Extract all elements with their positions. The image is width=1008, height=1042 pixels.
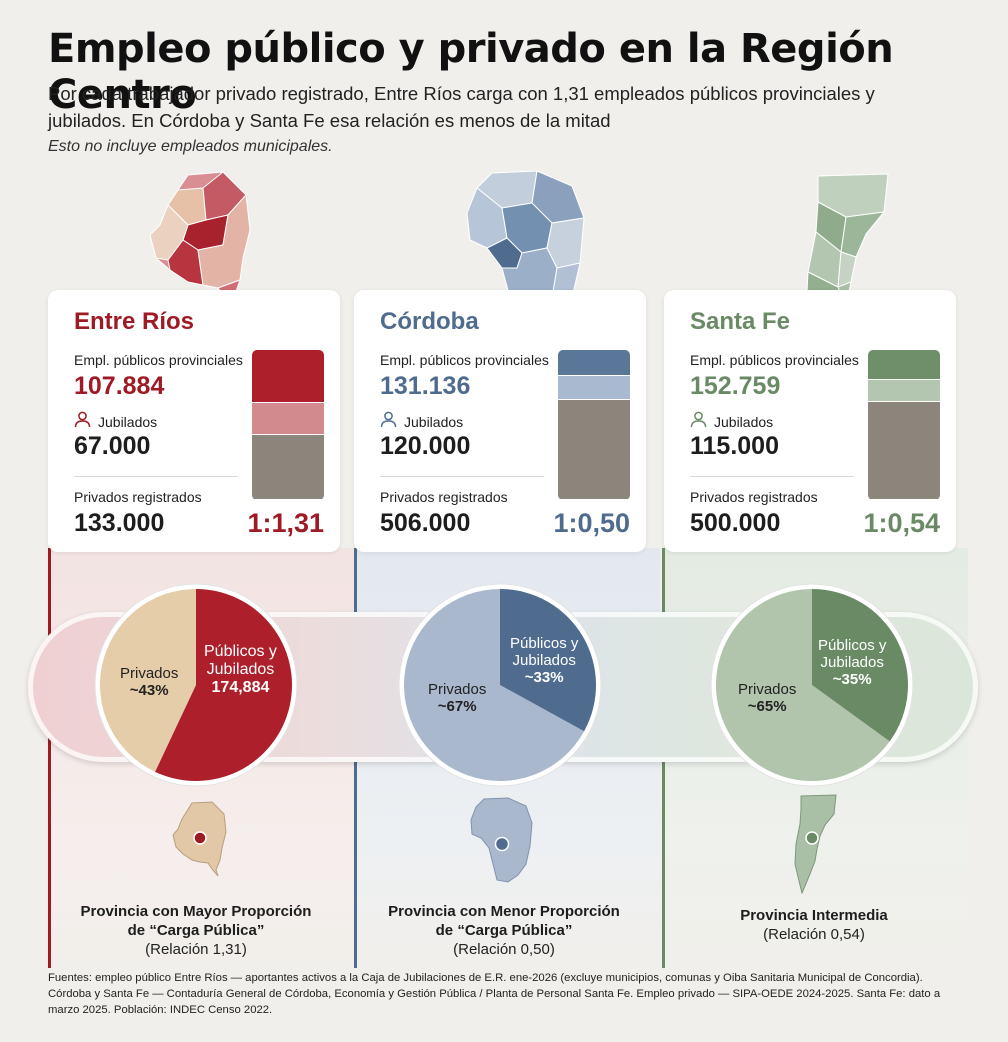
entre-rios-map — [149, 171, 251, 313]
pie-label-public: Públicos y Jubilados 174,884 — [204, 643, 277, 697]
retiree-icon — [74, 411, 91, 428]
bar-segment-privados — [252, 435, 324, 499]
cordoba-locator-map — [470, 797, 533, 883]
pie-slice-publicos — [812, 589, 908, 742]
divider — [380, 476, 544, 477]
pie-private-pct: ~67% — [437, 698, 477, 715]
desc-line-3: (Relación 0,54) — [763, 926, 865, 943]
label-publicos: Empl. públicos provinciales — [74, 352, 243, 368]
desc-line-1: Provincia Intermedia — [740, 907, 888, 924]
retiree-icon — [380, 411, 397, 428]
pie-svg — [710, 583, 914, 787]
province-name: Santa Fe — [690, 308, 791, 335]
card-entre-rios: Entre Ríos Empl. públicos provinciales 1… — [48, 290, 340, 552]
pie-public-text-1: Públicos y — [204, 643, 277, 660]
bar-segment-jubilados — [868, 379, 940, 402]
pie-slice-privados — [100, 589, 196, 772]
pie-public-text-1: Públicos y — [818, 637, 887, 654]
description-santa-fe: Provincia Intermedia (Relación 0,54) — [664, 906, 964, 944]
value-jubilados: 120.000 — [380, 432, 471, 460]
label-jubilados: Jubilados — [714, 414, 774, 430]
value-privados: 506.000 — [380, 509, 471, 537]
bar-segment-jubilados — [252, 402, 324, 435]
value-jubilados: 67.000 — [74, 432, 151, 460]
pie-private-text: Privados — [120, 665, 179, 682]
pie-public-text-2: Jubilados — [512, 652, 576, 669]
pie-cordoba: Privados ~67% Públicos y Jubilados ~33% — [398, 583, 602, 787]
value-privados: 500.000 — [690, 509, 781, 537]
label-jubilados: Jubilados — [98, 414, 158, 430]
pie-label-public: Públicos y Jubilados ~35% — [818, 637, 886, 688]
label-privados: Privados registrados — [690, 489, 818, 505]
bar-segment-privados — [558, 399, 630, 499]
pie-label-private: Privados ~65% — [738, 681, 796, 715]
desc-line-2: de “Carga Pública” — [127, 922, 265, 939]
desc-line-3: (Relación 0,50) — [453, 941, 555, 958]
page-title: Empleo público y privado en la Región Ce… — [48, 26, 894, 118]
province-name: Entre Ríos — [74, 308, 195, 335]
pie-public-value: 174,884 — [211, 679, 270, 696]
desc-line-2: de “Carga Pública” — [435, 922, 573, 939]
entre-rios-locator-map — [172, 801, 227, 877]
bar-segment-jubilados — [558, 375, 630, 399]
page-subtitle: Por cada trabajador privado registrado, … — [48, 83, 875, 131]
description-entre-rios: Provincia con Mayor Proporción de “Carga… — [46, 902, 346, 959]
label-publicos: Empl. públicos provinciales — [380, 352, 549, 368]
pie-slice-publicos — [500, 589, 596, 732]
pie-public-text-2: Jubilados — [820, 654, 884, 671]
ratio: 1:0,50 — [553, 508, 630, 538]
pie-label-private: Privados ~43% — [120, 665, 178, 699]
divider — [690, 476, 854, 477]
desc-line-3: (Relación 1,31) — [145, 941, 247, 958]
value-publicos: 107.884 — [74, 372, 165, 400]
stacked-bar — [252, 350, 324, 500]
pie-public-text-2: Jubilados — [206, 661, 275, 678]
label-publicos: Empl. públicos provinciales — [690, 352, 859, 368]
stacked-bar — [868, 350, 940, 500]
page-note: Esto no incluye empleados municipales. — [48, 138, 333, 155]
pie-label-private: Privados ~67% — [428, 681, 486, 715]
label-privados: Privados registrados — [380, 489, 508, 505]
province-name: Córdoba — [380, 308, 479, 335]
value-privados: 133.000 — [74, 509, 165, 537]
card-cordoba: Córdoba Empl. públicos provinciales 131.… — [354, 290, 646, 552]
ratio: 1:0,54 — [863, 508, 940, 538]
divider — [74, 476, 238, 477]
pie-private-text: Privados — [738, 681, 797, 698]
pie-slice-publicos — [155, 589, 292, 781]
value-jubilados: 115.000 — [690, 432, 779, 460]
description-cordoba: Provincia con Menor Proporción de “Carga… — [354, 902, 654, 959]
stacked-bar — [558, 350, 630, 500]
bar-segment-publicos — [252, 350, 324, 402]
label-privados: Privados registrados — [74, 489, 202, 505]
value-publicos: 131.136 — [380, 372, 471, 400]
pie-svg — [398, 583, 602, 787]
pie-label-public: Públicos y Jubilados ~33% — [510, 635, 578, 686]
pie-entre-rios: Privados ~43% Públicos y Jubilados 174,8… — [94, 583, 298, 787]
bar-segment-privados — [868, 402, 940, 499]
label-jubilados: Jubilados — [404, 414, 464, 430]
pie-public-text-1: Públicos y — [510, 635, 579, 652]
retiree-icon — [690, 411, 707, 428]
pie-public-value: ~33% — [524, 669, 564, 686]
pie-slice-privados — [404, 589, 585, 781]
pie-private-pct: ~43% — [129, 682, 169, 699]
pie-svg — [94, 583, 298, 787]
pie-slice-privados — [716, 589, 890, 781]
ratio: 1:1,31 — [247, 508, 324, 538]
card-santa-fe: Santa Fe Empl. públicos provinciales 152… — [664, 290, 956, 552]
santa-fe-locator-map — [794, 794, 837, 894]
pie-private-text: Privados — [428, 681, 487, 698]
pie-private-pct: ~65% — [747, 698, 787, 715]
value-publicos: 152.759 — [690, 372, 781, 400]
desc-line-1: Provincia con Menor Proporción — [388, 903, 620, 920]
bar-segment-publicos — [558, 350, 630, 375]
pie-public-value: ~35% — [832, 671, 872, 688]
sources-footnote: Fuentes: empleo público Entre Ríos — apo… — [48, 972, 941, 1016]
desc-line-1: Provincia con Mayor Proporción — [80, 903, 312, 920]
pie-santa-fe: Privados ~65% Públicos y Jubilados ~35% — [710, 583, 914, 787]
bar-segment-publicos — [868, 350, 940, 379]
